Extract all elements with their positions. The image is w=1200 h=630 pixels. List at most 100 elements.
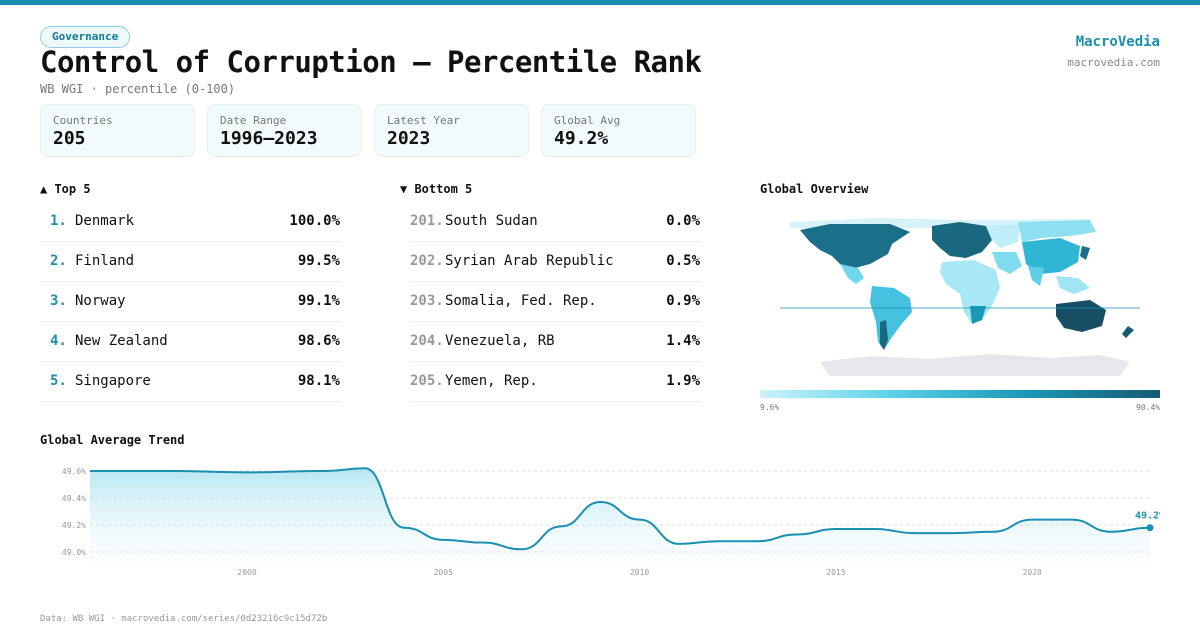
rank-number: 203. (410, 293, 444, 309)
trend-line (89, 467, 1151, 551)
bottom5-heading: ▼ Bottom 5 (400, 182, 473, 196)
y-tick-label: 49.6% (62, 467, 86, 476)
map-region-europe (932, 222, 992, 258)
country-name: South Sudan (445, 213, 538, 229)
trend-end-label: 49.2% (1135, 511, 1160, 522)
stat-card-latest-year: Latest Year 2023 (374, 104, 529, 157)
trend-chart[interactable]: 49.0% 49.2% 49.4% 49.6% 2000 2005 2010 2015 2020… (40, 460, 1165, 580)
map-scale-min: 9.6% (760, 403, 780, 412)
stat-card-date-range: Date Range 1996–2023 (207, 104, 362, 157)
stat-value: 2023 (387, 128, 431, 149)
page-subtitle: WB WGI · percentile (0-100) (40, 82, 236, 96)
stat-label: Countries (53, 114, 113, 127)
top-accent-bar (0, 0, 1200, 5)
map-heading: Global Overview (760, 182, 869, 196)
stat-value: 49.2% (554, 128, 609, 149)
y-tick-label: 49.0% (62, 548, 86, 557)
x-tick-label: 2010 (630, 568, 649, 577)
list-item[interactable]: 3. Norway 99.1% (40, 282, 340, 322)
country-name: Denmark (75, 213, 135, 229)
y-tick-label: 49.2% (62, 521, 86, 530)
footer-source[interactable]: Data: WB WGI · macrovedia.com/series/0d2… (40, 614, 328, 624)
map-color-scale (760, 390, 1160, 398)
rank-number: 205. (410, 373, 444, 389)
brand-url[interactable]: macrovedia.com (1067, 56, 1160, 69)
map-region-australia (1056, 300, 1106, 332)
map-region-asia (1022, 238, 1080, 274)
trend-heading: Global Average Trend (40, 433, 185, 447)
list-item[interactable]: 205. Yemen, Rep. 1.9% (410, 362, 700, 402)
stat-label: Latest Year (387, 114, 460, 127)
country-name: Somalia, Fed. Rep. (445, 293, 597, 309)
map-region-russia (1018, 220, 1096, 242)
x-tick-label: 2005 (434, 568, 453, 577)
country-value: 0.9% (666, 293, 700, 309)
top5-list: 1. Denmark 100.0% 2. Finland 99.5% 3. No… (40, 202, 340, 402)
stat-label: Date Range (220, 114, 287, 127)
country-name: Venezuela, RB (445, 333, 555, 349)
trend-area (90, 468, 1150, 561)
map-region-new-zealand (1122, 326, 1134, 338)
bottom5-list: 201. South Sudan 0.0% 202. Syrian Arab R… (410, 202, 700, 402)
map-region-chile (880, 320, 888, 350)
list-item[interactable]: 4. New Zealand 98.6% (40, 322, 340, 362)
stat-card-countries: Countries 205 (40, 104, 195, 157)
country-value: 98.1% (297, 373, 340, 389)
map-region-southeast-asia (1056, 276, 1090, 294)
map-region-south-america (870, 286, 912, 350)
stat-value: 205 (53, 128, 86, 149)
country-value: 1.9% (666, 373, 700, 389)
map-region-east-europe (986, 224, 1020, 248)
country-value: 1.4% (666, 333, 700, 349)
rank-number: 1. (50, 213, 67, 229)
country-value: 99.5% (297, 253, 340, 269)
rank-number: 202. (410, 253, 444, 269)
trend-chart-svg: 49.0% 49.2% 49.4% 49.6% 2000 2005 2010 2015 2020… (62, 467, 1165, 577)
country-name: Finland (75, 253, 135, 269)
country-name: New Zealand (75, 333, 168, 349)
rank-number: 4. (50, 333, 67, 349)
country-value: 0.0% (666, 213, 700, 229)
x-tick-label: 2000 (237, 568, 256, 577)
country-value: 0.5% (666, 253, 700, 269)
map-region-southern-africa (970, 306, 986, 324)
rank-number: 204. (410, 333, 444, 349)
map-scale-max: 90.4% (1136, 403, 1161, 412)
x-tick-label: 2015 (826, 568, 845, 577)
map-region-africa (940, 260, 1000, 324)
map-region-north-america (800, 224, 910, 268)
y-tick-label: 49.4% (62, 494, 86, 503)
map-region-middle-east (992, 252, 1022, 274)
map-region-japan (1080, 246, 1090, 260)
map-region-antarctica (820, 354, 1130, 376)
top5-heading: ▲ Top 5 (40, 182, 91, 196)
stat-value: 1996–2023 (220, 128, 318, 149)
stat-card-global-avg: Global Avg 49.2% (541, 104, 696, 157)
trend-endpoint (1146, 524, 1154, 532)
world-map[interactable] (760, 202, 1160, 382)
list-item[interactable]: 5. Singapore 98.1% (40, 362, 340, 402)
list-item[interactable]: 204. Venezuela, RB 1.4% (410, 322, 700, 362)
country-value: 100.0% (289, 213, 340, 229)
list-item[interactable]: 1. Denmark 100.0% (40, 202, 340, 242)
country-value: 98.6% (297, 333, 340, 349)
list-item[interactable]: 203. Somalia, Fed. Rep. 0.9% (410, 282, 700, 322)
category-badge[interactable]: Governance (40, 26, 131, 48)
list-item[interactable]: 2. Finland 99.5% (40, 242, 340, 282)
page-title: Control of Corruption — Percentile Rank (40, 45, 702, 79)
country-name: Yemen, Rep. (445, 373, 538, 389)
brand-logo[interactable]: MacroVedia (1075, 34, 1160, 50)
list-item[interactable]: 201. South Sudan 0.0% (410, 202, 700, 242)
map-region-india (1028, 266, 1044, 286)
stat-label: Global Avg (554, 114, 621, 127)
world-map-svg (780, 218, 1140, 376)
country-value: 99.1% (297, 293, 340, 309)
list-item[interactable]: 202. Syrian Arab Republic 0.5% (410, 242, 700, 282)
map-region-mexico (840, 264, 864, 284)
rank-number: 5. (50, 373, 67, 389)
x-tick-label: 2020 (1023, 568, 1042, 577)
country-name: Singapore (75, 373, 151, 389)
country-name: Norway (75, 293, 126, 309)
rank-number: 201. (410, 213, 444, 229)
rank-number: 3. (50, 293, 67, 309)
